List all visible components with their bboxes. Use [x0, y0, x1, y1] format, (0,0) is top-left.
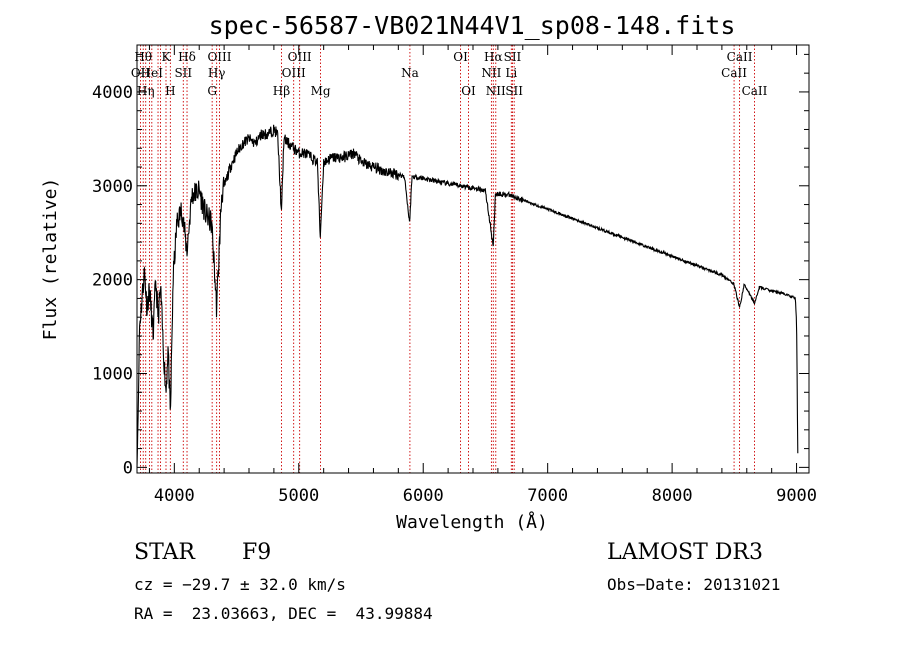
line-marker-label: Li: [505, 66, 517, 80]
survey-name: LAMOST DR3: [607, 540, 763, 565]
object-class: STAR: [134, 540, 195, 565]
line-markers: [140, 45, 755, 473]
line-marker-label: G: [207, 84, 217, 98]
x-tick-label: 6000: [403, 486, 444, 506]
chart-title: spec-56587-VB021N44V1_sp08-148.fits: [209, 11, 736, 40]
x-tick-label: 8000: [652, 486, 693, 506]
object-subclass: F9: [242, 540, 272, 565]
y-tick-label: 2000: [92, 271, 133, 291]
line-marker-label: K: [162, 50, 172, 64]
line-marker-label: Na: [401, 66, 419, 80]
line-marker-label: OI: [453, 50, 468, 64]
x-tick-label: 9000: [776, 486, 817, 506]
y-tick-label: 3000: [92, 177, 133, 197]
spectrum-line: [136, 124, 799, 468]
line-marker-label: CaII: [742, 84, 768, 98]
line-marker-label: NII: [481, 66, 501, 80]
line-marker-label: OIII: [288, 50, 312, 64]
coordinates: RA = 23.03663, DEC = 43.99884: [134, 604, 433, 623]
line-marker-label: Hγ: [208, 66, 226, 80]
line-marker-label: Hβ: [273, 84, 290, 98]
line-marker-label: OI: [461, 84, 476, 98]
x-tick-label: 7000: [527, 486, 568, 506]
x-axis-ticks: 4000 5000 6000 7000 8000 9000: [148, 45, 817, 506]
line-marker-label: CaII: [727, 50, 753, 64]
x-axis-label: Wavelength (Å): [396, 511, 548, 533]
line-marker-label: Hδ: [178, 50, 196, 64]
y-axis-ticks: 0 1000 2000 3000 4000: [92, 53, 809, 478]
line-marker-label: SII: [174, 66, 192, 80]
line-marker-label: Hη: [137, 84, 155, 98]
x-tick-label: 4000: [154, 486, 195, 506]
y-axis-label: Flux (relative): [40, 178, 61, 341]
plot-frame: [136, 44, 810, 474]
line-marker-label: Hθ: [134, 50, 152, 64]
line-marker-labels: OIIHθHηHeIKHSIIHδGHγOIIIHβOIIIOIIIMgNaOI…: [131, 50, 768, 98]
x-tick-label: 5000: [278, 486, 319, 506]
line-marker-label: Mg: [311, 84, 331, 98]
line-marker-label: H: [165, 84, 175, 98]
line-marker-label: SII: [504, 50, 522, 64]
obs-date: Obs−Date: 20131021: [607, 575, 781, 594]
redshift-cz: cz = −29.7 ± 32.0 km/s: [134, 575, 346, 594]
line-marker-label: OIII: [282, 66, 306, 80]
y-tick-label: 0: [123, 458, 133, 478]
line-marker-label: CaII: [721, 66, 747, 80]
line-marker-label: OIII: [207, 50, 231, 64]
line-marker-label: Hα: [484, 50, 503, 64]
line-marker-label: HeI: [141, 66, 164, 80]
y-tick-label: 4000: [92, 83, 133, 103]
line-marker-label: NII: [486, 84, 506, 98]
y-tick-label: 1000: [92, 365, 133, 385]
line-marker-label: SII: [505, 84, 523, 98]
